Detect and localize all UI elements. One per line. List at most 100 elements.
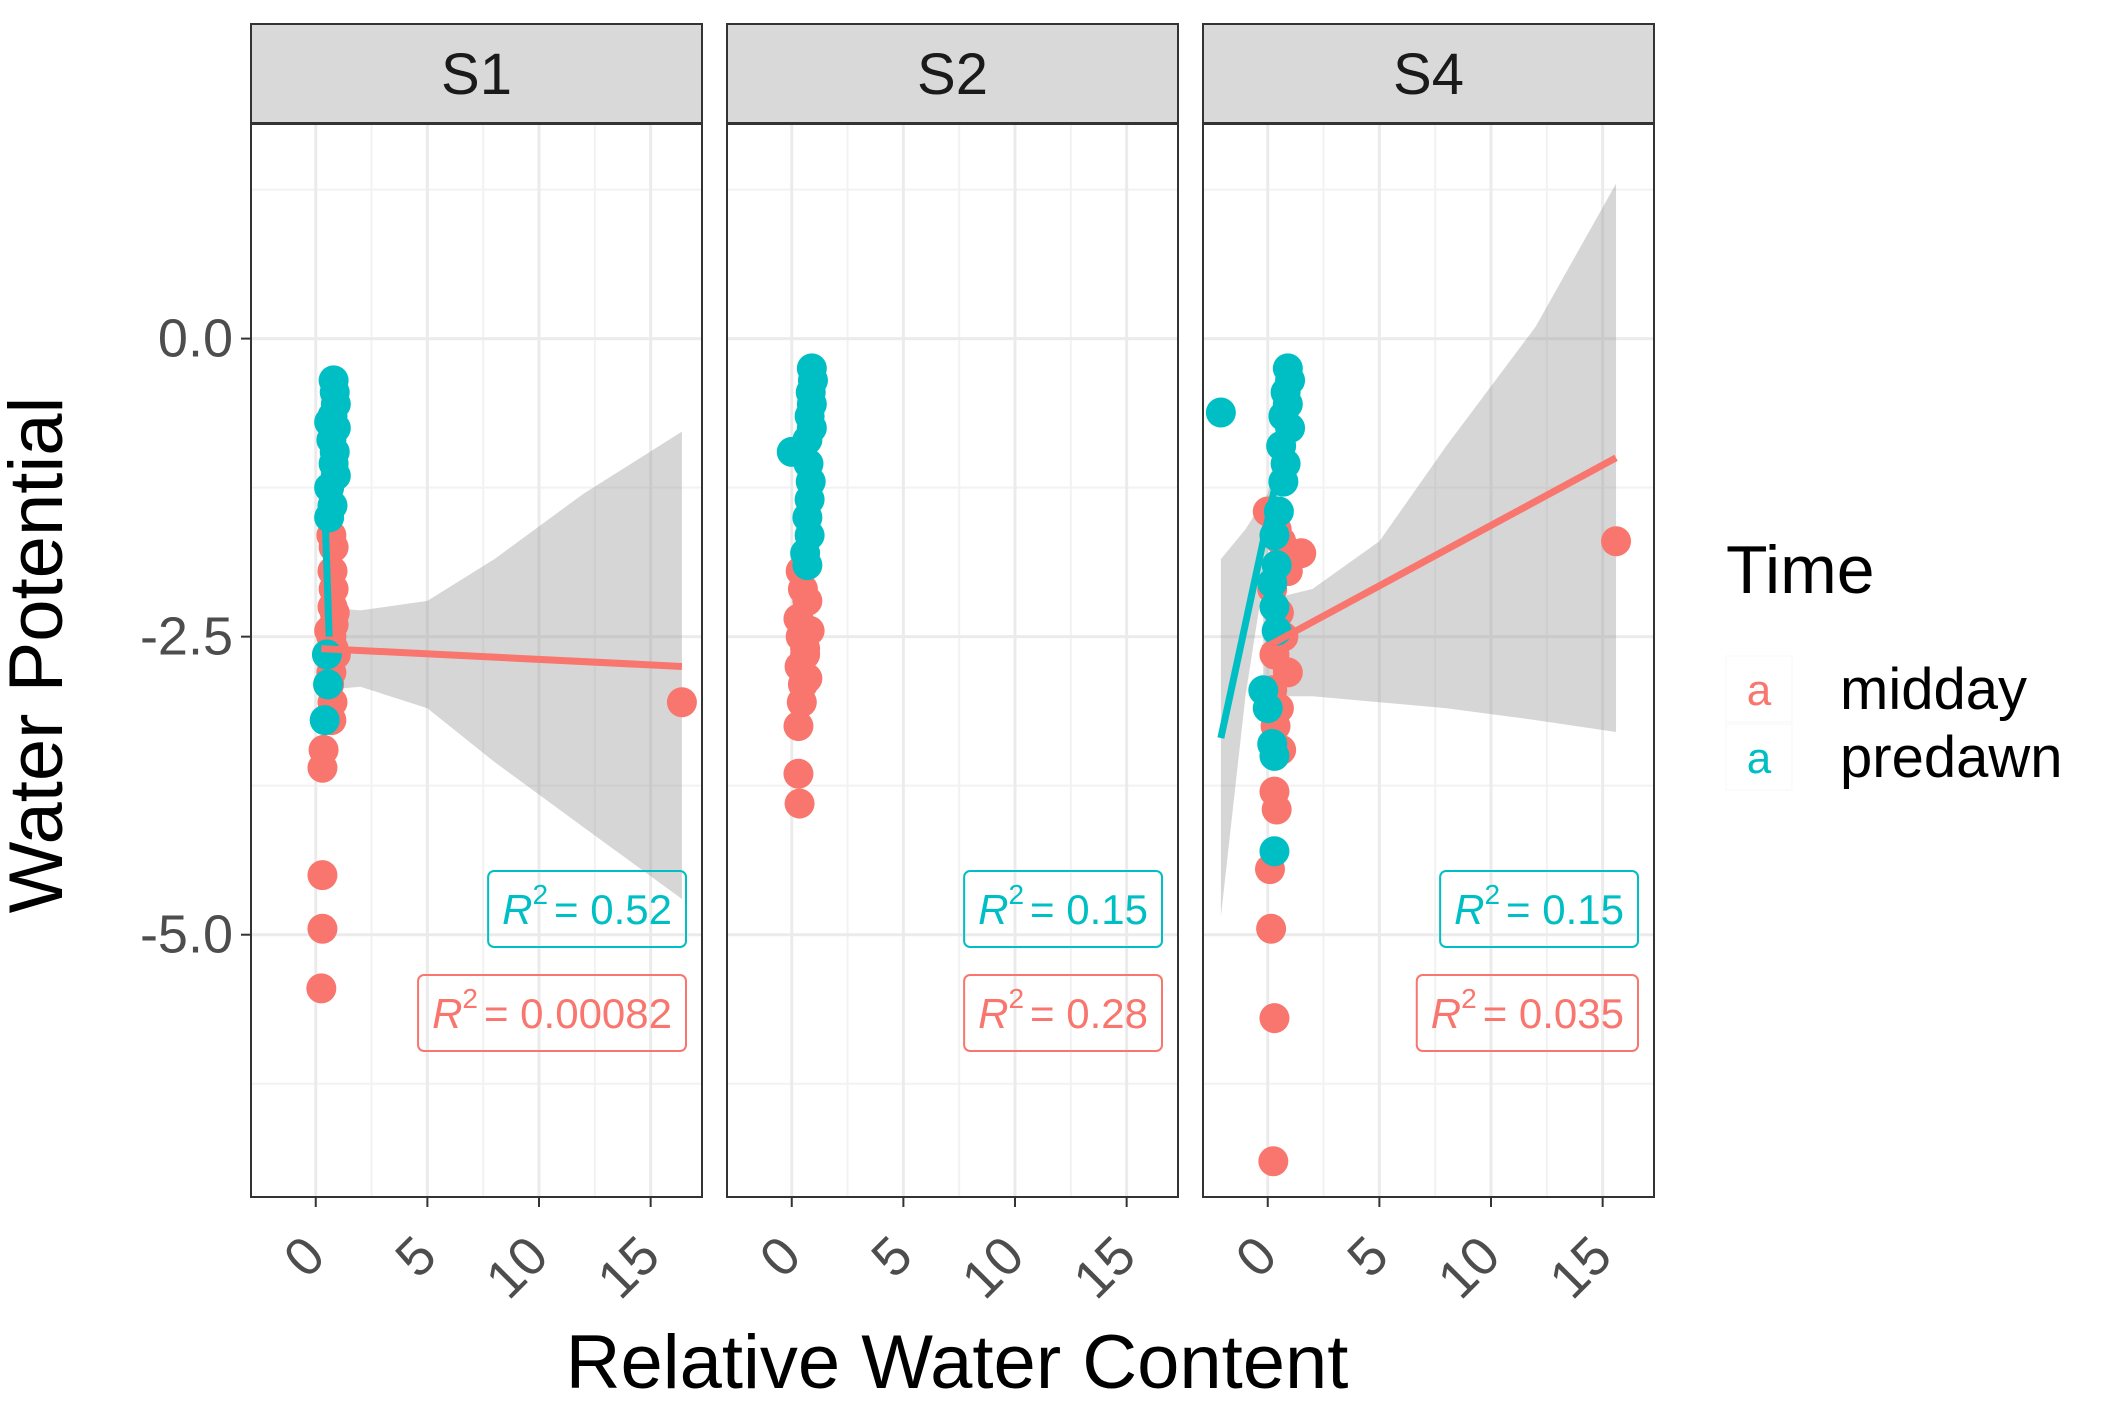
legend-key-glyph: a [1747,734,1772,783]
x-tick-label: 15 [1538,1225,1623,1310]
point-predawn [1257,568,1288,599]
x-tick-label: 15 [1062,1225,1147,1310]
point-midday [307,913,338,944]
r2-value: = 0.15 [1506,886,1624,933]
legend: Time a midday a predawn [1725,532,2062,791]
y-tick-label: -5.0 [140,905,233,965]
r2-coef: R [502,886,532,933]
r2-coef: R [432,990,462,1037]
point-predawn [1259,591,1290,622]
point-midday [783,711,814,742]
point-midday [306,973,337,1004]
point-midday [1256,913,1287,944]
x-tick-label: 15 [586,1225,671,1310]
strip-s1 [250,23,703,124]
legend-key-glyph: a [1747,666,1772,715]
point-midday [308,734,339,765]
y-axis: 0.0 -2.5 -5.0 [140,309,251,965]
fit-line-midday [794,600,814,697]
r2-box-predawn [963,870,1163,948]
x-tick-label: 10 [475,1225,560,1310]
r2-coef: R [1454,886,1484,933]
y-axis-title: Water Potential [0,397,79,914]
x-tick-label: 5 [1336,1225,1400,1289]
strip-s4 [1202,23,1655,124]
gridlines [727,124,1178,1197]
point-predawn [314,502,345,533]
r2-box-midday [417,974,687,1052]
confidence-band-midday [321,431,682,899]
x-tick-label: 5 [860,1225,924,1289]
fit-line-midday [321,645,683,670]
point-predawn [314,407,345,438]
r2-value: = 0.52 [554,886,672,933]
x-tick-label: 10 [951,1225,1036,1310]
gridlines [1203,124,1654,1197]
r2-annotation-midday: R2 = 0.28 [978,983,1148,1037]
point-midday [319,597,350,628]
fit-line-predawn [321,505,333,637]
fit-line-predawn [794,433,817,566]
r2-annotation-midday: R2 = 0.035 [1431,983,1624,1037]
r2-box-midday [1415,974,1639,1052]
panel-border [1202,123,1655,1198]
r2-value: = 0.28 [1030,990,1148,1037]
r2-annotation-predawn: R2 = 0.15 [978,879,1148,933]
r2-annotation-midday: R2 = 0.00082 [432,983,672,1037]
y-tick-label: -2.5 [140,607,233,667]
legend-label-midday: midday [1840,657,2027,722]
point-midday [1259,1003,1290,1034]
point-midday [307,860,338,891]
x-tick-label: 0 [273,1225,337,1289]
legend-title: Time [1726,532,1875,608]
r2-exponent: 2 [1008,879,1024,910]
x-tick-label: 5 [384,1225,448,1289]
panel-border [726,123,1179,1198]
r2-exponent: 2 [1484,879,1500,910]
legend-label-predawn: predawn [1840,725,2062,790]
point-predawn [1252,693,1283,724]
r2-annotation-predawn: R2 = 0.52 [502,879,672,933]
point-midday [1261,794,1292,825]
r2-annotation-predawn: R2 = 0.15 [1454,879,1624,933]
point-midday [1258,1146,1289,1177]
r2-exponent: 2 [462,983,478,1014]
point-predawn [311,639,342,670]
point-predawn [309,705,340,736]
legend-key-box [1725,723,1793,791]
r2-box-predawn [487,870,687,948]
point-midday [784,788,815,819]
strip-label: S1 [441,42,512,107]
confidence-band-midday [1263,183,1617,733]
x-tick-label: 10 [1427,1225,1512,1310]
r2-coef: R [1431,990,1461,1037]
point-midday [783,758,814,789]
fit-line-predawn [1217,457,1285,739]
x-tick-label: 0 [749,1225,813,1289]
r2-value: = 0.035 [1483,990,1624,1037]
r2-exponent: 2 [1008,983,1024,1014]
strip-label: S2 [917,42,988,107]
r2-coef: R [978,990,1008,1037]
r2-box-midday [963,974,1163,1052]
r2-box-predawn [1439,870,1639,948]
strip-label: S4 [1393,42,1464,107]
y-tick-label: 0.0 [158,309,233,369]
point-midday [666,687,697,718]
panel-border [250,123,703,1198]
point-midday [1601,526,1632,557]
point-predawn [1259,836,1290,867]
legend-key-box [1725,655,1793,723]
point-predawn [1259,740,1290,771]
r2-value: = 0.15 [1030,886,1148,933]
point-predawn [313,669,344,700]
x-axis-title: Relative Water Content [566,1320,1349,1405]
